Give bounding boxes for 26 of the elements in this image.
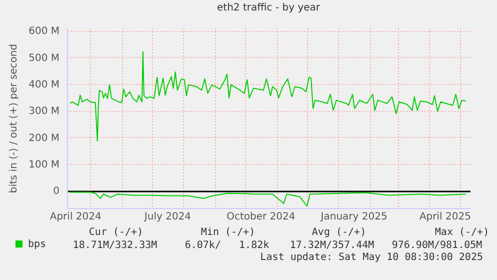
- legend-label: bps: [28, 239, 46, 250]
- x-tick-label: July 2024: [143, 212, 192, 222]
- text: 6.07k/ 1.82k: [184, 240, 270, 252]
- line-series: [70, 51, 466, 142]
- text: Max (-/+): [434, 227, 490, 239]
- text: Avg (-/+): [312, 227, 366, 239]
- x-tick-label: April 2024: [50, 212, 102, 222]
- y-tick-label: 0: [53, 186, 60, 198]
- text: 18.71M/332.33M: [72, 240, 158, 252]
- y-tick-label: 400 M: [28, 80, 60, 90]
- chart-title: eth2 traffic - by year: [217, 2, 321, 14]
- x-tick-label: January 2025: [320, 212, 388, 222]
- x-tick-label: April 2025: [419, 212, 471, 222]
- y-tick-label: 600 M: [28, 26, 60, 38]
- text: 976.90M/981.05M: [392, 240, 482, 252]
- x-tick-label: October 2024: [226, 212, 296, 222]
- y-tick-label: 500 M: [28, 52, 60, 64]
- y-axis-title: bits in (-) / out (+) per second: [8, 44, 20, 194]
- text: Min (-/+): [200, 227, 256, 239]
- text: Cur (-/+): [88, 227, 144, 239]
- text: 17.32M/357.44M: [290, 240, 374, 252]
- text: Last update: Sat May 10 08:30:00 2025: [260, 252, 483, 264]
- y-tick-label: 200 M: [28, 132, 60, 144]
- y-tick-label: 300 M: [28, 106, 60, 118]
- y-tick-label: 100 M: [28, 160, 60, 170]
- line-series: [70, 192, 466, 207]
